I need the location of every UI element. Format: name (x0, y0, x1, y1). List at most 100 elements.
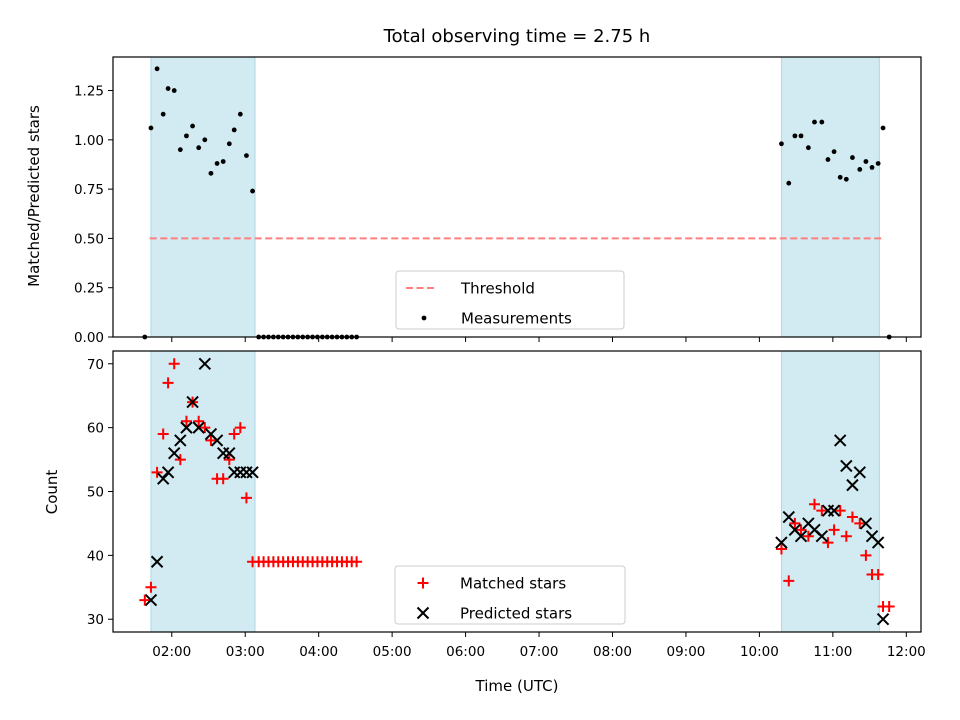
x-tick-label-4: 06:00 (446, 644, 485, 660)
point-1-0-40 (775, 543, 787, 555)
point-0-0-49 (837, 174, 843, 180)
point-1-1-26 (827, 504, 841, 517)
point-0-0-7 (184, 133, 189, 139)
point-1-0-39 (351, 556, 363, 568)
point-1-0-57 (883, 600, 895, 612)
legend-box-0 (395, 270, 625, 330)
point-1-1-13 (223, 446, 236, 460)
x-tick-label-9: 11:00 (813, 644, 852, 660)
point-1-0-15 (228, 428, 240, 440)
bottom-y-axis-label: Count (43, 470, 61, 515)
point-1-1-31 (859, 517, 873, 530)
point-0-0-41 (786, 180, 792, 186)
y-tick-label-1-0: 30 (87, 612, 104, 628)
point-1-1-19 (782, 510, 795, 524)
shaded-region-0-1 (780, 56, 880, 338)
point-0-0-11 (208, 170, 214, 176)
y-tick-label-0-1: 0.25 (74, 281, 104, 297)
x-tick-label-0: 02:00 (152, 644, 191, 660)
legend-swatch-1-0 (417, 577, 429, 589)
point-1-1-33 (871, 536, 885, 549)
point-0-0-18 (250, 188, 255, 194)
point-0-0-46 (819, 119, 825, 125)
point-0-0-3 (160, 111, 166, 117)
point-0-0-4 (165, 86, 171, 91)
point-0-0-10 (202, 137, 208, 143)
shaded-region-1-1 (780, 350, 880, 633)
point-0-0-8 (190, 123, 195, 129)
point-1-0-14 (223, 454, 235, 466)
point-1-1-2 (156, 472, 170, 485)
x-tick-label-6: 08:00 (593, 644, 632, 660)
point-1-0-10 (199, 422, 211, 434)
point-1-0-41 (783, 575, 795, 587)
x-tick-label-10: 12:00 (887, 644, 926, 660)
point-1-1-17 (246, 466, 259, 479)
point-0-0-48 (831, 149, 837, 155)
axes-frame-0 (112, 56, 922, 338)
point-0-0-1 (148, 125, 154, 131)
point-0-0-51 (850, 155, 855, 160)
point-0-0-47 (825, 157, 831, 162)
point-1-0-50 (840, 530, 852, 542)
legend-box-1 (394, 565, 626, 625)
point-0-0-55 (875, 161, 881, 166)
point-1-0-3 (157, 428, 169, 440)
point-1-0-16 (234, 422, 246, 434)
point-0-0-17 (244, 153, 249, 158)
point-1-1-8 (192, 421, 205, 434)
point-0-0-13 (220, 159, 226, 164)
point-0-0-56 (880, 125, 886, 131)
point-1-0-7 (180, 415, 192, 427)
point-1-1-18 (775, 536, 788, 549)
point-1-1-30 (853, 466, 866, 479)
point-1-0-17 (240, 492, 252, 504)
point-0-0-9 (196, 145, 202, 151)
point-1-1-3 (161, 466, 175, 479)
point-1-0-4 (162, 377, 174, 389)
point-0-0-12 (214, 161, 220, 166)
point-0-0-6 (177, 147, 183, 153)
point-1-0-11 (205, 434, 217, 446)
point-1-1-4 (168, 446, 181, 460)
legend-label-0-0: Threshold (460, 280, 535, 298)
point-1-1-9 (198, 357, 212, 370)
point-0-0-54 (869, 165, 875, 170)
y-tick-label-1-1: 40 (87, 548, 104, 564)
point-0-0-15 (231, 127, 237, 133)
x-tick-label-2: 04:00 (299, 644, 338, 660)
legend-0: Threshold Measurements (395, 270, 625, 330)
point-1-1-24 (815, 529, 829, 543)
point-0-0-45 (812, 119, 817, 125)
point-0-0-43 (798, 133, 804, 139)
point-1-1-21 (794, 529, 808, 543)
point-1-0-48 (828, 524, 840, 536)
point-0-0-50 (843, 176, 849, 182)
point-1-1-1 (150, 555, 164, 568)
point-1-0-0 (139, 594, 151, 606)
point-1-1-0 (144, 593, 158, 607)
bottom-panel-counts: 30 40 50 60 70 02:00 03:00 04:00 05:00 06:00 07:00… (87, 350, 926, 660)
shaded-region-1-0 (150, 350, 256, 633)
top-y-axis-label: Matched/Predicted stars (25, 105, 43, 287)
point-1-0-46 (816, 505, 828, 517)
x-tick-label-1: 03:00 (226, 644, 265, 660)
y-tick-label-1-2: 50 (87, 485, 104, 501)
point-1-0-2 (151, 466, 163, 478)
point-1-1-28 (840, 459, 853, 473)
point-1-0-9 (193, 415, 205, 427)
y-tick-label-0-5: 1.25 (74, 84, 104, 100)
point-1-0-51 (846, 511, 858, 523)
point-1-0-55 (872, 569, 884, 581)
legend-label-1-0: Matched stars (460, 575, 566, 593)
point-1-0-1 (145, 581, 157, 593)
point-1-0-53 (860, 549, 872, 561)
legend-1: Matched stars Predicted stars (394, 565, 626, 625)
point-1-0-42 (789, 517, 801, 529)
legend-label-0-1: Measurements (461, 310, 572, 328)
point-1-1-6 (180, 421, 193, 434)
point-1-1-11 (210, 434, 224, 447)
x-tick-label-7: 09:00 (666, 644, 705, 660)
point-1-0-49 (834, 505, 846, 517)
